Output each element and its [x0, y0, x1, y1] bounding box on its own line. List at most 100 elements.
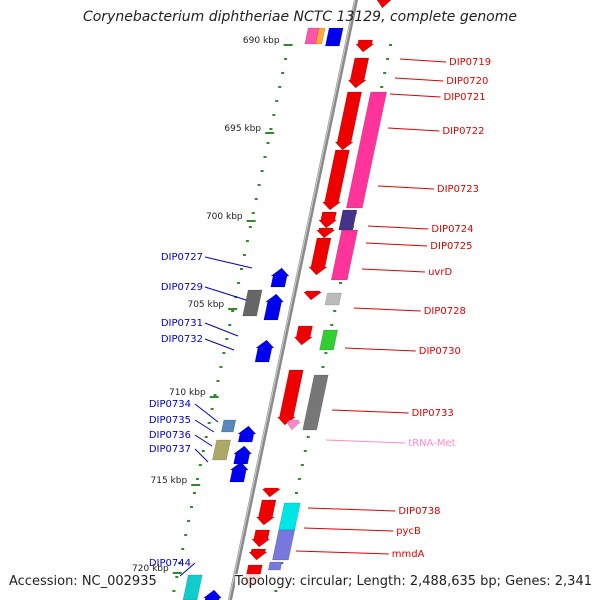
leader-line	[194, 434, 213, 447]
blue-gene-arrow	[254, 339, 275, 363]
gene-label-left: DIP0729	[161, 282, 203, 293]
red-gene-arrow	[248, 548, 268, 561]
red-gene-arrow	[355, 39, 375, 53]
gene-label-right: DIP0730	[419, 346, 461, 357]
leader-line	[377, 185, 434, 190]
leader-line	[331, 409, 409, 414]
backbone-line	[227, 0, 359, 600]
grey-gene-block	[302, 374, 329, 431]
grey-gene-block	[324, 292, 342, 306]
leader-line	[204, 286, 247, 301]
steel-gene-block	[220, 419, 237, 433]
pink-gene-block	[330, 229, 359, 281]
leader-line	[399, 58, 447, 63]
blue-gene-block	[325, 27, 344, 47]
gene-label-right: DIP0725	[430, 241, 472, 252]
gene-label-right: pycB	[396, 526, 421, 537]
blue-gene-arrow	[263, 293, 285, 321]
scale-label: 690 kbp	[243, 36, 280, 46]
leader-line	[389, 93, 441, 98]
slate-gene-block	[267, 561, 283, 571]
olive-gene-block	[212, 439, 231, 461]
blue-gene-arrow	[237, 425, 257, 443]
accession-text: Accession: NC_002935	[9, 574, 157, 589]
leader-line	[194, 419, 215, 433]
gene-label-right: mmdA	[392, 549, 425, 560]
gene-label-right: uvrD	[428, 267, 452, 278]
backbone-highlight	[228, 0, 356, 600]
blue-gene-arrow	[202, 589, 222, 600]
scale-label: 715 kbp	[151, 476, 188, 486]
gene-label-left: DIP0732	[161, 334, 203, 345]
gene-label-right: DIP0722	[442, 126, 484, 137]
gene-label-left: DIP0735	[149, 415, 191, 426]
leader-line	[194, 403, 219, 423]
cyan-gene-block	[182, 574, 203, 600]
scale-label: 705 kbp	[187, 300, 224, 310]
leader-line	[344, 347, 416, 352]
gene-label-right: DIP0738	[398, 506, 440, 517]
leader-line	[204, 338, 235, 351]
red-gene-arrow	[303, 290, 323, 301]
leader-line	[204, 256, 253, 269]
leader-line	[204, 322, 239, 337]
gene-label-right: DIP0733	[412, 408, 454, 419]
leader-line	[295, 550, 389, 555]
scale-label: 695 kbp	[224, 124, 261, 134]
gene-label-left: DIP0744	[149, 558, 191, 569]
blue-gene-arrow	[232, 445, 253, 465]
pink-gene-block	[346, 91, 387, 209]
gene-label-right: DIP0728	[424, 306, 466, 317]
leader-line	[365, 242, 428, 247]
scale-label: 720 kbp	[132, 564, 169, 574]
grey-gene-block	[242, 289, 263, 317]
red-gene-arrow	[276, 369, 304, 426]
purple-gene-block	[338, 209, 358, 231]
blue-gene-arrow	[270, 267, 290, 288]
red-gene-arrow	[293, 325, 313, 346]
map-title: Corynebacterium diphtheriae NCTC 13129, …	[82, 9, 518, 25]
gene-label-right: tRNA-Met	[408, 438, 455, 449]
scale-label: 710 kbp	[169, 388, 206, 398]
red-gene-arrow	[334, 91, 362, 151]
leader-line	[194, 448, 209, 463]
blue-gene-arrow	[229, 461, 249, 483]
red-gene-arrow	[255, 499, 277, 526]
gene-label-right: DIP0720	[446, 76, 488, 87]
gene-label-left: DIP0727	[161, 252, 203, 263]
leader-line	[303, 527, 394, 532]
red-gene-arrow	[376, 0, 392, 9]
red-gene-arrow	[308, 237, 332, 276]
trna-feature	[285, 419, 302, 431]
gene-label-right: DIP0721	[444, 92, 486, 103]
red-gene-arrow	[347, 57, 370, 89]
leader-line	[387, 127, 440, 132]
cyan-gene-block	[278, 502, 301, 531]
gene-label-left: DIP0737	[149, 444, 191, 455]
leader-line	[367, 225, 429, 230]
green-gene-block	[319, 329, 339, 351]
gene-label-right: DIP0724	[431, 224, 473, 235]
leader-line	[179, 562, 196, 577]
red-gene-arrow	[261, 487, 282, 498]
red-gene-arrow	[251, 529, 271, 548]
orange-gene-block	[315, 27, 326, 45]
gene-label-left: DIP0734	[149, 399, 191, 410]
leader-line	[353, 307, 421, 312]
leader-line	[361, 268, 426, 273]
leader-line	[394, 77, 444, 82]
red-gene-arrow	[322, 149, 350, 211]
topology-text: Topology: circular; Length: 2,488,635 bp…	[234, 574, 592, 589]
red-gene-arrow	[318, 211, 338, 229]
leader-line	[307, 507, 396, 512]
gene-label-left: DIP0731	[161, 318, 203, 329]
gene-label-right: DIP0723	[437, 184, 479, 195]
gene-label-left: DIP0736	[149, 430, 191, 441]
leader-line	[325, 439, 406, 444]
scale-label: 700 kbp	[206, 212, 243, 222]
red-gene-arrow	[316, 227, 336, 239]
slate-gene-block	[272, 529, 296, 561]
gene-label-right: DIP0719	[449, 57, 491, 68]
